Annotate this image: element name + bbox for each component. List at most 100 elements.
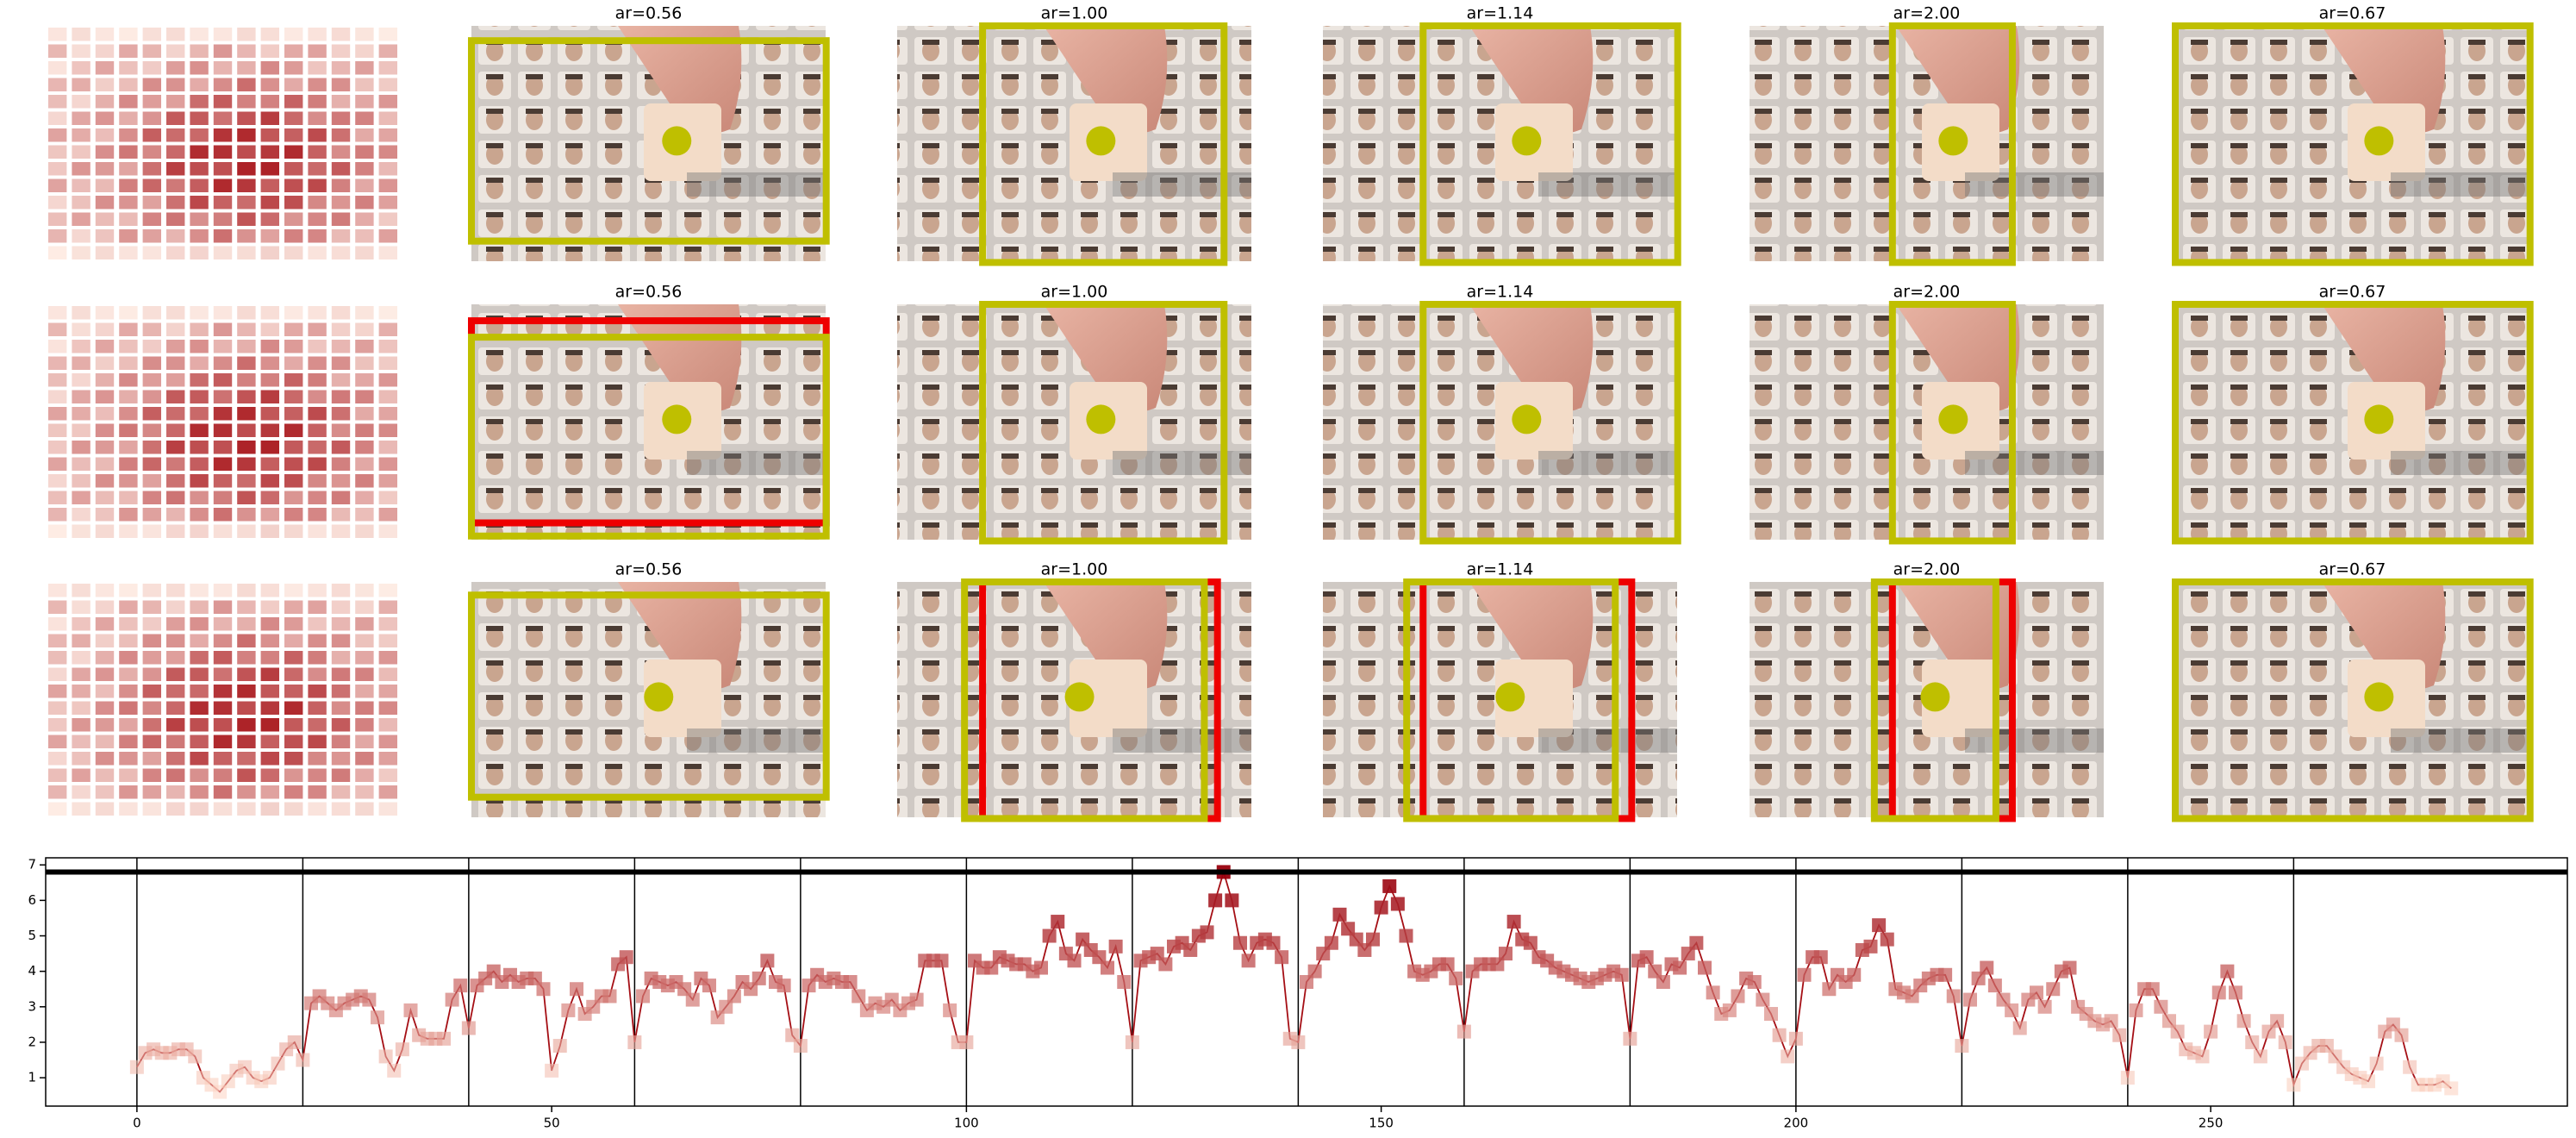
point-marker	[1101, 960, 1114, 975]
heatmap-cell	[48, 718, 67, 732]
photo-panel: ar=1.00	[897, 4, 1251, 266]
heatmap-cell	[119, 246, 138, 259]
heatmap-cell	[190, 196, 209, 209]
y-tick-label: 5	[28, 928, 36, 943]
watermark	[1538, 172, 1677, 197]
heatmap-cell	[95, 802, 115, 816]
heatmap-cell	[331, 128, 351, 142]
heatmap-cell	[284, 752, 303, 766]
heatmap-cell	[95, 111, 115, 125]
focus-point	[1920, 682, 1950, 712]
heatmap-cell	[142, 617, 161, 631]
heatmap-cell	[308, 61, 327, 75]
heatmap-cell	[48, 617, 67, 631]
heatmap-cell	[119, 685, 138, 698]
heatmap-cell	[142, 768, 161, 782]
heatmap-cell	[331, 111, 351, 125]
heatmap-cell	[119, 634, 138, 647]
heatmap-cell	[166, 667, 185, 681]
heatmap-cell	[72, 785, 90, 799]
focus-point	[2364, 404, 2394, 435]
heatmap-cell	[284, 390, 303, 403]
heatmap-cell	[166, 111, 185, 125]
heatmap-cell	[72, 491, 90, 504]
heatmap-cell	[190, 162, 209, 176]
heatmap-cell	[48, 178, 67, 192]
heatmap-cell	[260, 44, 279, 58]
heatmap-cell	[190, 212, 209, 226]
heatmap-cell	[237, 390, 256, 403]
heatmap-cell	[378, 524, 397, 538]
heatmap-cell	[142, 322, 161, 336]
heatmap-cell	[190, 735, 209, 748]
heatmap-cell	[213, 802, 233, 816]
heatmap-cell	[355, 752, 374, 766]
heatmap-cell	[190, 802, 209, 816]
heatmap-cell	[331, 685, 351, 698]
heatmap-cell	[166, 634, 185, 647]
photo-panel: ar=1.14	[1323, 560, 1677, 822]
heatmap-cell	[190, 508, 209, 522]
point-marker	[1158, 957, 1173, 972]
heatmap-cell	[213, 28, 233, 41]
heatmap-cell	[95, 785, 115, 799]
heatmap-cell	[378, 61, 397, 75]
point-marker	[445, 992, 459, 1007]
heatmap-cell	[284, 128, 303, 142]
heatmap-cell	[190, 390, 209, 403]
heatmap-cell	[95, 212, 115, 226]
heatmap-cell	[142, 600, 161, 614]
watermark	[1538, 728, 1677, 753]
watermark	[1538, 451, 1677, 475]
heatmap-cell	[48, 491, 67, 504]
heatmap-cell	[355, 162, 374, 176]
point-marker	[1639, 950, 1654, 965]
heatmap-cell	[190, 61, 209, 75]
point-marker	[1275, 950, 1289, 965]
heatmap-cell	[166, 390, 185, 403]
point-marker	[1349, 932, 1363, 947]
heatmap-cell	[142, 196, 161, 209]
point-marker	[2361, 1074, 2375, 1089]
crop-box	[1870, 578, 1999, 822]
heatmap-cell	[213, 229, 233, 243]
heatmap-cell	[237, 128, 256, 142]
heatmap-cell	[213, 617, 233, 631]
point-marker	[1872, 918, 1887, 933]
heatmap-cell	[378, 584, 397, 597]
point-marker	[221, 1074, 235, 1089]
heatmap-cell	[190, 667, 209, 681]
heatmap-cell	[355, 474, 374, 488]
point-marker	[2037, 999, 2052, 1014]
heatmap-cell	[331, 78, 351, 91]
heatmap-cell	[331, 229, 351, 243]
heatmap-cell	[260, 457, 279, 471]
heatmap-cell	[119, 718, 138, 732]
point-marker	[1357, 942, 1372, 957]
heatmap-cell	[331, 508, 351, 522]
panel-title: ar=0.56	[615, 560, 683, 579]
point-marker	[1225, 893, 1239, 908]
heatmap-cell	[308, 667, 327, 681]
point-marker	[1863, 939, 1878, 954]
heatmap-cell	[142, 524, 161, 538]
photo-panel: ar=2.00	[1750, 4, 2104, 266]
panel-title: ar=0.67	[2319, 283, 2386, 302]
heatmap-cell	[48, 95, 67, 109]
heatmap-cell	[308, 524, 327, 538]
heatmap-cell	[355, 340, 374, 353]
y-tick-label: 3	[28, 998, 36, 1014]
point-marker	[1241, 954, 1256, 968]
heatmap-cell	[190, 373, 209, 387]
heatmap-cell	[72, 196, 90, 209]
heatmap-cell	[190, 617, 209, 631]
heatmap-cell	[95, 95, 115, 109]
heatmap-cell	[142, 246, 161, 259]
heatmap-cell	[284, 651, 303, 665]
heatmap-cell	[166, 508, 185, 522]
point-marker	[843, 975, 858, 989]
point-marker	[2120, 1071, 2135, 1085]
heatmap-cell	[119, 229, 138, 243]
heatmap-cell	[166, 61, 185, 75]
